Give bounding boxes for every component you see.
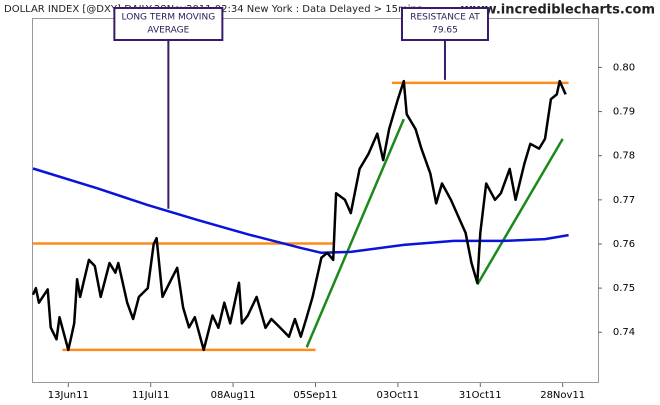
annotation-box <box>113 7 224 41</box>
annotation-text: RESISTANCE AT <box>410 13 480 23</box>
annotation-box <box>400 7 489 41</box>
y-tick-label: 0.80 <box>613 62 635 73</box>
annotation-text: AVERAGE <box>147 26 189 36</box>
annotation-text: LONG TERM MOVING <box>122 13 216 23</box>
y-tick-label: 0.75 <box>613 283 635 294</box>
y-tick-label: 0.79 <box>613 107 635 118</box>
x-tick-label: 11Jul11 <box>132 390 170 401</box>
y-tick-label: 0.77 <box>613 195 635 206</box>
plot-frame <box>32 18 599 383</box>
y-tick-label: 0.78 <box>613 151 635 162</box>
trendline <box>305 118 405 348</box>
series-line <box>31 79 567 352</box>
y-tick-label: 0.74 <box>613 327 635 338</box>
x-tick-label: 08Aug11 <box>211 390 256 401</box>
trendline <box>476 138 564 286</box>
x-tick-label: 31Oct11 <box>459 390 502 401</box>
x-tick-label: 13Jun11 <box>48 390 89 401</box>
y-tick-label: 0.76 <box>613 239 635 250</box>
series-line <box>32 167 569 255</box>
x-tick-label: 28Nov11 <box>540 390 585 401</box>
x-tick-label: 05Sep11 <box>293 390 337 401</box>
annotation-text: 79.65 <box>432 26 458 36</box>
x-tick-label: 03Oct11 <box>377 390 420 401</box>
source: www.incrediblecharts.com <box>461 3 655 18</box>
